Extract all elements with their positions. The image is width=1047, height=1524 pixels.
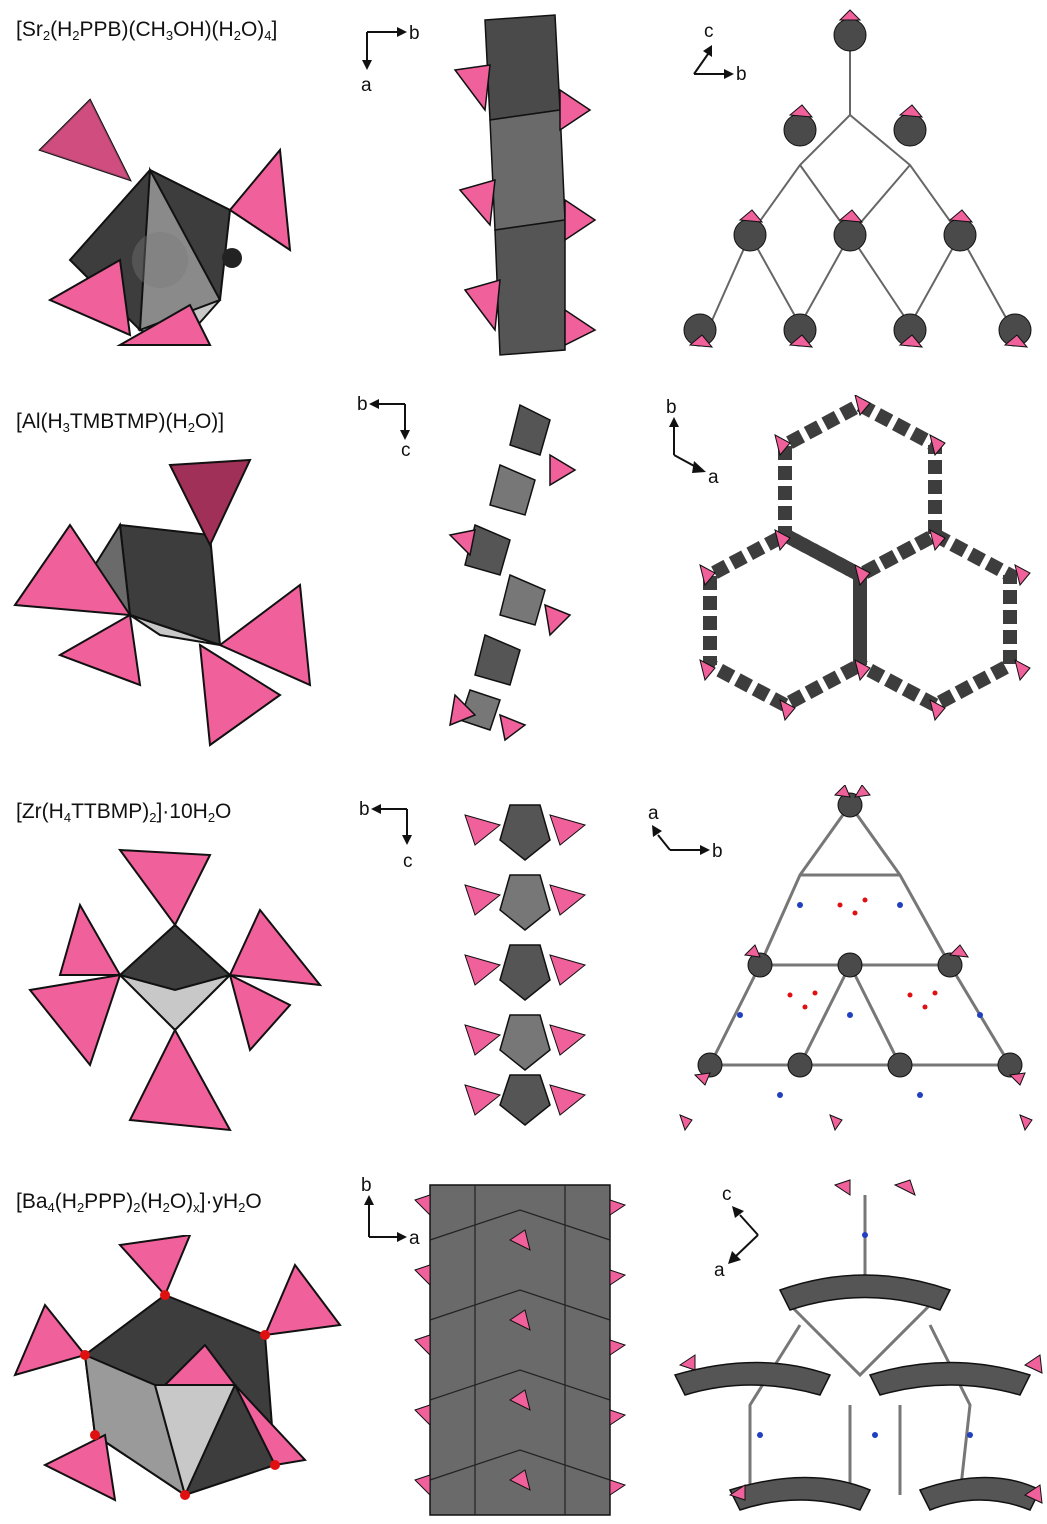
formula-text: ] bbox=[271, 18, 278, 41]
row-zr: [Zr(H4TTBMP)2]·10H2O b c bbox=[0, 770, 1047, 1140]
axes-indicator-chain-al: b c bbox=[355, 390, 425, 460]
formula-subscript: 2 bbox=[207, 810, 216, 825]
formula-subscript: 2 bbox=[72, 28, 80, 43]
sr-chain-view bbox=[445, 10, 605, 360]
axes-indicator-chain-ba: a b bbox=[355, 1175, 425, 1255]
formula-text: O bbox=[245, 1190, 262, 1213]
row-ba: [Ba4(H2PPP)2(H2O)x]·yH2O a b bbox=[0, 1150, 1047, 1524]
axis-label-h: b bbox=[736, 64, 747, 85]
formula-subscript: 2 bbox=[238, 1200, 246, 1215]
axis-label-v: a bbox=[361, 75, 372, 96]
formula-subscript: 4 bbox=[47, 1200, 55, 1215]
formula-subscript: 3 bbox=[62, 420, 70, 435]
al-coordination-polyhedron bbox=[10, 455, 340, 755]
axis-label-h: b bbox=[712, 841, 723, 862]
axis-label-v: a bbox=[648, 803, 659, 824]
axes-indicator-chain-sr: b a bbox=[355, 18, 425, 98]
formula-ba: [Ba4(H2PPP)2(H2O)x]·yH2O bbox=[16, 1190, 262, 1214]
axis-label-h: b bbox=[359, 799, 370, 820]
axis-label-h: b bbox=[357, 394, 368, 415]
axis-label-v: c bbox=[401, 440, 411, 460]
formula-subscript: 2 bbox=[133, 1200, 141, 1215]
formula-text: (H bbox=[54, 1190, 77, 1213]
formula-sr: [Sr2(H2PPB)(CH3OH)(H2O)4] bbox=[16, 18, 277, 42]
formula-text: ]·10H bbox=[156, 800, 208, 823]
zr-coordination-polyhedron bbox=[20, 840, 340, 1140]
ba-chain-view bbox=[410, 1180, 630, 1520]
axes-indicator-net-zr: b a bbox=[640, 795, 740, 875]
formula-text: TTBMP) bbox=[71, 800, 150, 823]
formula-text: O) bbox=[169, 1190, 194, 1213]
formula-text: PPP) bbox=[84, 1190, 134, 1213]
formula-subscript: 2 bbox=[162, 1200, 170, 1215]
ba-coordination-polyhedron bbox=[5, 1235, 345, 1520]
formula-subscript: 4 bbox=[264, 28, 272, 43]
zr-network-view bbox=[650, 785, 1040, 1135]
axis-label-h: a bbox=[409, 1228, 420, 1249]
axis-label-v: c bbox=[704, 21, 714, 42]
axis-label-v: c bbox=[722, 1184, 732, 1205]
axis-label-h: a bbox=[714, 1260, 725, 1280]
axis-label-h: b bbox=[409, 23, 420, 44]
axis-label-v: b bbox=[666, 397, 677, 418]
al-chain-view bbox=[440, 395, 600, 745]
formula-subscript: 2 bbox=[233, 28, 241, 43]
formula-text: O)] bbox=[194, 410, 225, 433]
formula-text: OH)(H bbox=[173, 18, 234, 41]
formula-text: [Zr(H bbox=[16, 800, 64, 823]
formula-text: O bbox=[215, 800, 232, 823]
sr-coordination-polyhedron bbox=[10, 90, 340, 370]
zr-chain-view bbox=[455, 785, 595, 1135]
axes-indicator-chain-zr: b c bbox=[355, 795, 425, 875]
formula-text: (H bbox=[50, 18, 73, 41]
formula-subscript: 2 bbox=[149, 810, 157, 825]
formula-subscript: 2 bbox=[187, 420, 195, 435]
row-sr: [Sr2(H2PPB)(CH3OH)(H2O)4] b a bbox=[0, 0, 1047, 370]
axis-label-h: a bbox=[708, 467, 719, 485]
formula-text: ]·yH bbox=[199, 1190, 239, 1213]
formula-text: O) bbox=[240, 18, 265, 41]
axes-indicator-net-al: a b bbox=[660, 395, 740, 485]
formula-al: [Al(H3TMBTMP)(H2O)] bbox=[16, 410, 224, 434]
al-network-view bbox=[675, 395, 1045, 750]
axis-label-v: b bbox=[361, 1175, 372, 1196]
formula-text: [Sr bbox=[16, 18, 43, 41]
ba-network-view bbox=[670, 1175, 1045, 1520]
formula-text: (H bbox=[140, 1190, 163, 1213]
axes-indicator-net-ba: a c bbox=[700, 1180, 780, 1280]
formula-subscript: 4 bbox=[63, 810, 72, 825]
formula-subscript: 2 bbox=[42, 28, 51, 43]
axis-label-v: c bbox=[403, 851, 413, 872]
formula-text: PPB)(CH bbox=[79, 18, 166, 41]
formula-text: [Al(H bbox=[16, 410, 63, 433]
row-al: [Al(H3TMBTMP)(H2O)] b c bbox=[0, 380, 1047, 760]
formula-text: TMBTMP)(H bbox=[69, 410, 188, 433]
formula-subscript: 2 bbox=[76, 1200, 85, 1215]
formula-subscript: 3 bbox=[165, 28, 174, 43]
formula-zr: [Zr(H4TTBMP)2]·10H2O bbox=[16, 800, 231, 824]
sr-network-view bbox=[670, 5, 1047, 360]
formula-subscript: x bbox=[193, 1200, 200, 1215]
formula-text: [Ba bbox=[16, 1190, 48, 1213]
axes-indicator-net-sr: b c bbox=[680, 18, 760, 88]
